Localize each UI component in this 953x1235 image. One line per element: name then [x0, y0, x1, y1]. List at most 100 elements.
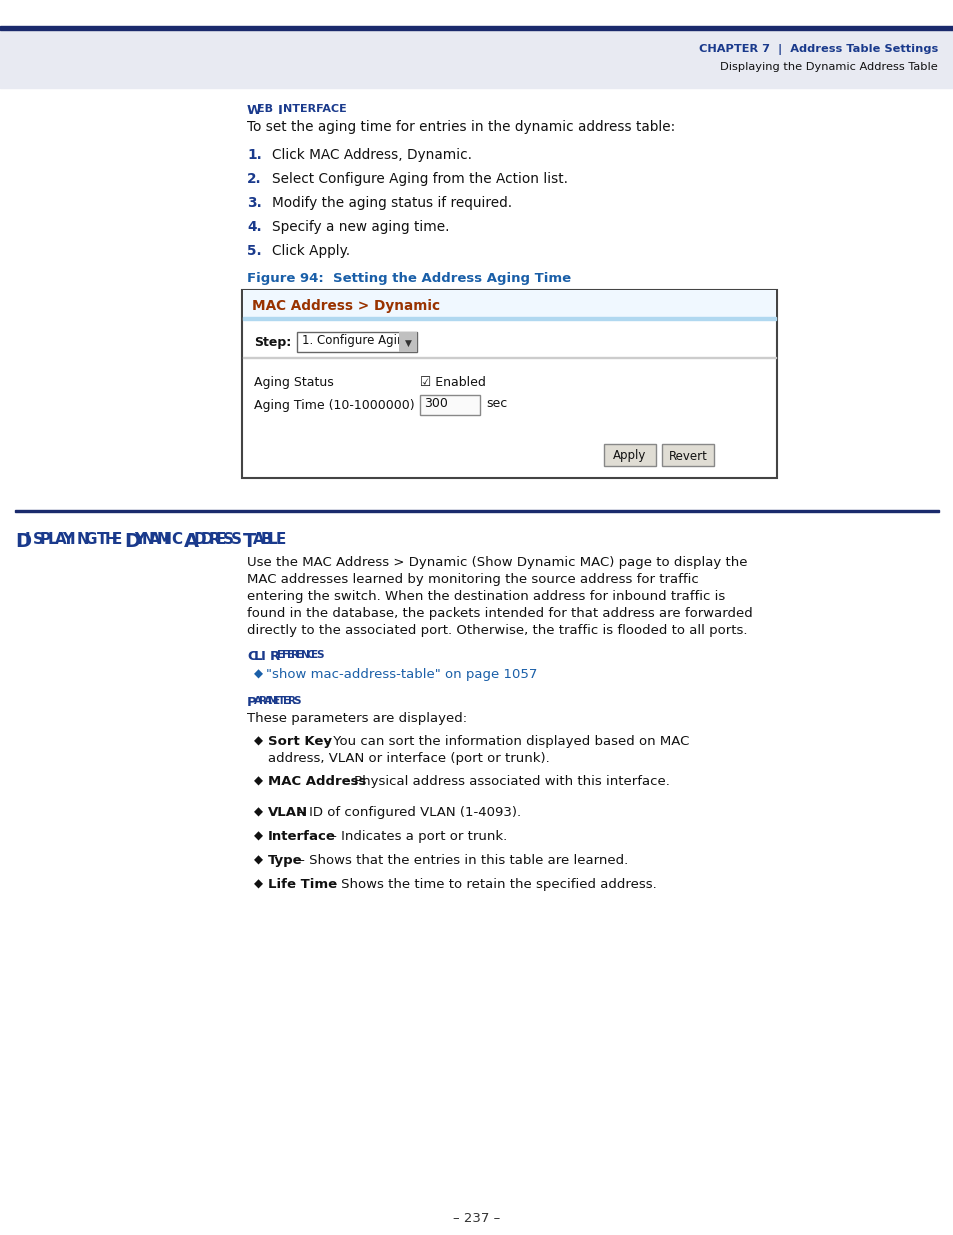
Text: D: D	[193, 532, 206, 547]
Text: ◆: ◆	[253, 878, 263, 890]
Text: ◆: ◆	[253, 776, 263, 788]
Text: sec: sec	[485, 396, 507, 410]
Bar	[603, 445, 656, 466]
Text: R: R	[209, 532, 220, 547]
Text: E: E	[274, 697, 280, 706]
Text: 5.: 5.	[247, 245, 261, 258]
Text: C: C	[171, 532, 182, 547]
Text: R: R	[270, 650, 280, 663]
Text: address, VLAN or interface (port or trunk).: address, VLAN or interface (port or trun…	[268, 752, 549, 764]
Text: ◆: ◆	[253, 668, 263, 680]
Text: – Indicates a port or trunk.: – Indicates a port or trunk.	[326, 830, 507, 844]
Text: NTERFACE: NTERFACE	[283, 104, 346, 114]
Text: A: A	[183, 532, 198, 551]
Text: Apply: Apply	[613, 450, 646, 462]
Text: ◆: ◆	[253, 735, 263, 748]
Text: Aging Time (10-1000000): Aging Time (10-1000000)	[253, 399, 415, 412]
Text: E: E	[112, 532, 122, 547]
Text: A: A	[263, 697, 272, 706]
Text: L: L	[253, 650, 262, 663]
Text: ◆: ◆	[253, 853, 263, 867]
Text: R: R	[288, 697, 296, 706]
Bar	[0, 26, 953, 30]
Text: found in the database, the packets intended for that address are forwarded: found in the database, the packets inten…	[247, 606, 752, 620]
Text: I: I	[164, 532, 170, 547]
Text: CHAPTER 7  |  Address Table Settings: CHAPTER 7 | Address Table Settings	[698, 44, 937, 56]
Bar	[243, 290, 775, 317]
Text: H: H	[104, 532, 116, 547]
Text: A: A	[54, 532, 67, 547]
Text: Life Time: Life Time	[268, 878, 336, 890]
Text: Y: Y	[134, 532, 145, 547]
Text: R: R	[258, 697, 267, 706]
Text: Select Configure Aging from the Action list.: Select Configure Aging from the Action l…	[272, 172, 567, 186]
Text: Click MAC Address, Dynamic.: Click MAC Address, Dynamic.	[272, 148, 472, 162]
Text: ◆: ◆	[253, 806, 263, 819]
Text: M: M	[268, 697, 278, 706]
Text: directly to the associated port. Otherwise, the traffic is flooded to all ports.: directly to the associated port. Otherwi…	[247, 624, 747, 637]
Text: S: S	[293, 697, 300, 706]
Text: L: L	[268, 532, 277, 547]
Text: – 237 –: – 237 –	[453, 1212, 500, 1225]
Text: Revert: Revert	[668, 450, 707, 462]
Text: S: S	[32, 532, 44, 547]
Text: Type: Type	[268, 853, 302, 867]
Text: A: A	[253, 532, 265, 547]
Text: B: B	[260, 532, 272, 547]
Bar	[0, 30, 953, 88]
Text: 2.: 2.	[247, 172, 261, 186]
Text: C: C	[247, 650, 256, 663]
Text: E: E	[275, 532, 285, 547]
Text: T: T	[243, 532, 256, 551]
Text: – Shows that the entries in this table are learned.: – Shows that the entries in this table a…	[294, 853, 628, 867]
Text: A: A	[253, 697, 261, 706]
Text: P: P	[247, 697, 256, 709]
Text: – Physical address associated with this interface.: – Physical address associated with this …	[339, 776, 670, 788]
Text: D: D	[124, 532, 140, 551]
Text: – ID of configured VLAN (1-4093).: – ID of configured VLAN (1-4093).	[294, 806, 520, 819]
Text: E: E	[276, 650, 284, 659]
Text: I: I	[70, 532, 75, 547]
Text: E: E	[286, 650, 294, 659]
Text: Sort Key: Sort Key	[268, 735, 332, 748]
Text: S: S	[223, 532, 234, 547]
Text: S: S	[315, 650, 323, 659]
Text: E: E	[283, 697, 291, 706]
Bar	[419, 395, 479, 415]
Text: L: L	[48, 532, 57, 547]
Text: – Shows the time to retain the specified address.: – Shows the time to retain the specified…	[326, 878, 657, 890]
Text: - You can sort the information displayed based on MAC: - You can sort the information displayed…	[319, 735, 689, 748]
Text: N: N	[141, 532, 154, 547]
Text: 1. Configure Aging: 1. Configure Aging	[302, 333, 412, 347]
Text: MAC Address: MAC Address	[268, 776, 366, 788]
Text: Figure 94:  Setting the Address Aging Time: Figure 94: Setting the Address Aging Tim…	[247, 272, 571, 285]
Text: N: N	[301, 650, 310, 659]
Bar	[661, 445, 713, 466]
Text: VLAN: VLAN	[268, 806, 308, 819]
Text: These parameters are displayed:: These parameters are displayed:	[247, 713, 467, 725]
Text: E: E	[215, 532, 226, 547]
Text: 4.: 4.	[247, 220, 261, 233]
Text: EB: EB	[256, 104, 273, 114]
Text: ▼: ▼	[404, 338, 411, 347]
Text: I: I	[260, 650, 265, 663]
Text: Step:: Step:	[253, 336, 291, 350]
Text: E: E	[296, 650, 303, 659]
Text: MAC Address > Dynamic: MAC Address > Dynamic	[252, 299, 439, 312]
Text: Aging Status: Aging Status	[253, 375, 334, 389]
Text: C: C	[306, 650, 314, 659]
Text: N: N	[77, 532, 90, 547]
Bar	[243, 317, 775, 320]
Text: Modify the aging status if required.: Modify the aging status if required.	[272, 196, 512, 210]
Text: ◆: ◆	[253, 830, 263, 844]
Text: Specify a new aging time.: Specify a new aging time.	[272, 220, 449, 233]
Text: ☑ Enabled: ☑ Enabled	[419, 375, 485, 389]
Text: A: A	[149, 532, 160, 547]
Text: To set the aging time for entries in the dynamic address table:: To set the aging time for entries in the…	[247, 120, 675, 135]
Bar	[398, 332, 416, 352]
Text: G: G	[85, 532, 97, 547]
Text: "show mac-address-table" on page 1057: "show mac-address-table" on page 1057	[266, 668, 537, 680]
Text: D: D	[201, 532, 213, 547]
Text: M: M	[156, 532, 172, 547]
Text: P: P	[40, 532, 51, 547]
